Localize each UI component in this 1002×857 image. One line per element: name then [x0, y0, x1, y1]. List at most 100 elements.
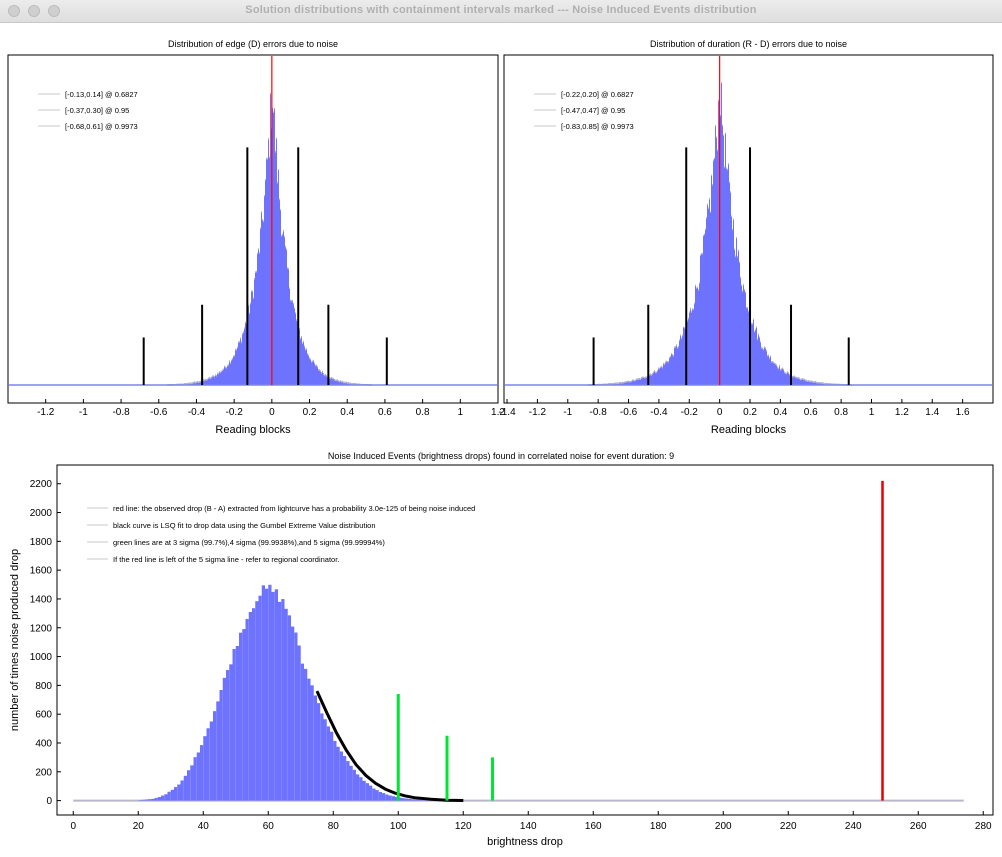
edge-x-tick-label: -0.8	[112, 407, 130, 418]
duration-x-tick-label: 1	[869, 407, 875, 418]
noise-histogram-bar	[271, 591, 275, 801]
noise-histogram-bar	[313, 695, 317, 801]
noise-histogram-bar	[320, 713, 324, 801]
noise-histogram-bar	[291, 626, 295, 801]
noise-histogram-bar	[183, 775, 187, 801]
duration-x-tick-label: 0	[717, 407, 723, 418]
edge-x-axis-label: Reading blocks	[215, 424, 291, 436]
noise-y-tick-label: 0	[46, 796, 52, 807]
noise-histogram-bar	[346, 761, 350, 801]
noise-histogram-bar	[268, 584, 272, 801]
duration-x-tick-label: -1.4	[498, 407, 516, 418]
noise-x-tick-label: 80	[328, 821, 340, 832]
noise-histogram-bar	[206, 728, 210, 801]
noise-histogram-bar	[421, 799, 425, 801]
noise-histogram-bar	[174, 787, 178, 801]
noise-x-tick-label: 40	[198, 821, 210, 832]
duration-x-tick-label: 0.8	[834, 407, 848, 418]
noise-y-tick-label: 1800	[30, 537, 53, 548]
noise-histogram-bar	[365, 783, 369, 801]
noise-x-tick-label: 200	[715, 821, 732, 832]
duration-x-tick-label: 0.4	[773, 407, 787, 418]
minimize-window-button[interactable]	[28, 5, 40, 17]
noise-legend-entry: red line: the observed drop (B - A) extr…	[113, 504, 475, 513]
noise-histogram-bar	[372, 788, 376, 801]
noise-histogram-bar	[369, 785, 373, 801]
noise-histogram-bar	[307, 678, 311, 801]
noise-histogram-bar	[180, 780, 184, 801]
noise-y-tick-label: 400	[35, 738, 52, 749]
noise-histogram-bar	[177, 784, 181, 801]
noise-histogram-bar	[187, 770, 191, 801]
duration-x-axis-label: Reading blocks	[711, 424, 787, 436]
duration-x-tick-label: -0.2	[681, 407, 699, 418]
noise-histogram-bar	[190, 765, 194, 801]
noise-histogram-bar	[323, 719, 327, 801]
noise-histogram-bar	[408, 798, 412, 801]
noise-legend-entry: green lines are at 3 sigma (99.7%),4 sig…	[113, 538, 385, 547]
duration-legend-entry: [-0.47,0.47] @ 0.95	[561, 106, 625, 115]
noise-histogram-bar	[382, 793, 386, 801]
edge-x-tick-label: 0.6	[378, 407, 392, 418]
edge-plot-title: Distribution of edge (D) errors due to n…	[167, 39, 339, 49]
noise-x-tick-label: 120	[455, 821, 472, 832]
noise-histogram-bar	[242, 629, 246, 801]
noise-plot-frame	[56, 464, 994, 816]
noise-histogram-bar	[258, 595, 262, 801]
noise-histogram-bar	[326, 726, 330, 801]
noise-legend-entry: black curve is LSQ fit to drop data usin…	[113, 521, 376, 530]
noise-x-tick-label: 240	[845, 821, 862, 832]
noise-histogram-bar	[304, 668, 308, 801]
noise-histogram-bar	[261, 585, 265, 801]
edge-legend-entry: [-0.68,0.61] @ 0.9973	[65, 122, 138, 131]
noise-y-tick-label: 200	[35, 767, 52, 778]
duration-x-tick-label: 1.6	[956, 407, 970, 418]
noise-histogram-bar	[144, 799, 148, 801]
noise-histogram-bar	[391, 796, 395, 801]
edge-x-tick-label: -0.4	[188, 407, 206, 418]
noise-histogram-bar	[161, 795, 165, 801]
noise-histogram-bar	[336, 746, 340, 801]
edge-x-tick-label: -0.2	[226, 407, 244, 418]
noise-histogram-bar	[398, 797, 402, 801]
noise-histogram-bar	[300, 663, 304, 801]
zoom-window-button[interactable]	[48, 5, 60, 17]
duration-legend-entry: [-0.22,0.20] @ 0.6827	[561, 90, 634, 99]
noise-histogram-bar	[148, 799, 152, 801]
noise-histogram-bar	[356, 774, 360, 801]
noise-x-tick-label: 0	[70, 821, 76, 832]
noise-histogram-bar	[395, 797, 399, 801]
edge-x-tick-label: -1	[79, 407, 88, 418]
noise-histogram-bar	[151, 798, 155, 801]
noise-legend-entry: If the red line is left of the 5 sigma l…	[113, 555, 339, 564]
noise-histogram-bar	[216, 701, 220, 801]
noise-histogram-bar	[378, 791, 382, 801]
duration-x-tick-label: -1	[563, 407, 572, 418]
duration-x-tick-label: -0.4	[650, 407, 668, 418]
noise-y-tick-label: 1000	[30, 652, 53, 663]
noise-histogram-bar	[193, 757, 197, 801]
noise-histogram-bar	[141, 799, 145, 801]
noise-histogram-bar	[333, 740, 337, 801]
noise-histogram-bar	[154, 797, 158, 801]
noise-histogram-bar	[310, 685, 314, 801]
noise-histogram-bar	[170, 789, 174, 801]
noise-histogram-bar	[284, 608, 288, 801]
noise-y-tick-label: 1200	[30, 623, 53, 634]
noise-histogram-bar	[245, 618, 249, 801]
close-window-button[interactable]	[8, 5, 20, 17]
noise-histogram-bar	[349, 765, 353, 801]
noise-histogram-bar	[411, 799, 415, 801]
duration-x-tick-label: -0.6	[620, 407, 638, 418]
noise-x-tick-label: 160	[585, 821, 602, 832]
edge-legend-entry: [-0.13,0.14] @ 0.6827	[65, 90, 138, 99]
noise-histogram-bar	[359, 777, 363, 801]
noise-histogram-bar	[274, 589, 278, 801]
window-title: Solution distributions with containment …	[245, 4, 757, 16]
noise-y-tick-label: 800	[35, 681, 52, 692]
noise-histogram-bar	[401, 798, 405, 801]
noise-histogram-bar	[297, 645, 301, 801]
noise-y-tick-label: 600	[35, 710, 52, 721]
duration-x-tick-label: 1.2	[895, 407, 909, 418]
noise-x-tick-label: 280	[975, 821, 992, 832]
